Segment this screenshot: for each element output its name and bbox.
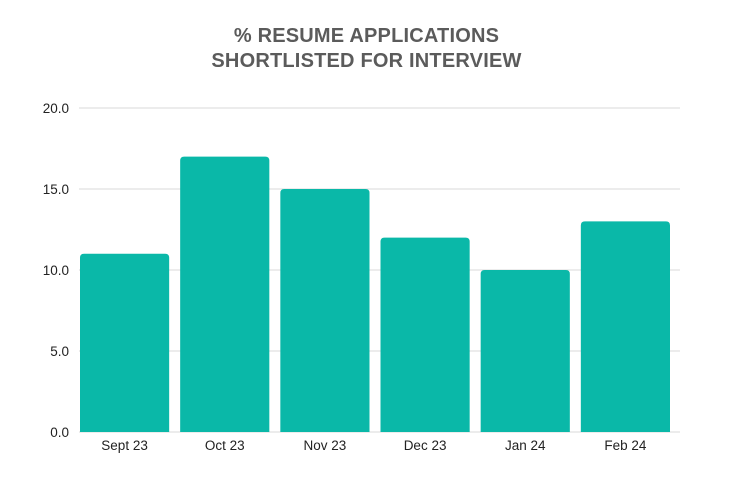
x-tick-label: Sept 23	[101, 438, 148, 453]
x-tick-label: Oct 23	[205, 438, 245, 453]
bar-sept-23	[80, 253, 170, 432]
x-tick-label: Feb 24	[604, 438, 647, 453]
x-tick-label: Dec 23	[404, 438, 447, 453]
bar-oct-23	[180, 156, 270, 432]
bar-dec-23	[380, 237, 470, 432]
bar-nov-23	[280, 189, 370, 432]
y-tick-label: 0.0	[50, 425, 69, 440]
y-tick-label: 15.0	[43, 182, 69, 197]
bar-feb-24	[580, 221, 670, 432]
y-axis-ticks: 0.0 5.0 10.0 15.0 20.0	[43, 101, 69, 440]
bar-jan-24	[480, 270, 570, 432]
gridlines	[79, 107, 680, 433]
bars	[80, 156, 670, 432]
x-tick-label: Nov 23	[304, 438, 347, 453]
chart-title: % RESUME APPLICATIONS SHORTLISTED FOR IN…	[0, 24, 733, 74]
y-tick-label: 5.0	[50, 344, 69, 359]
y-tick-label: 20.0	[43, 101, 69, 116]
x-tick-label: Jan 24	[505, 438, 546, 453]
x-axis-ticks: Sept 23 Oct 23 Nov 23 Dec 23 Jan 24 Feb 24	[101, 438, 647, 453]
chart-title-line-1: % RESUME APPLICATIONS	[233, 25, 500, 47]
chart-title-line-2: SHORTLISTED FOR INTERVIEW	[211, 50, 522, 72]
y-tick-label: 10.0	[43, 263, 69, 278]
